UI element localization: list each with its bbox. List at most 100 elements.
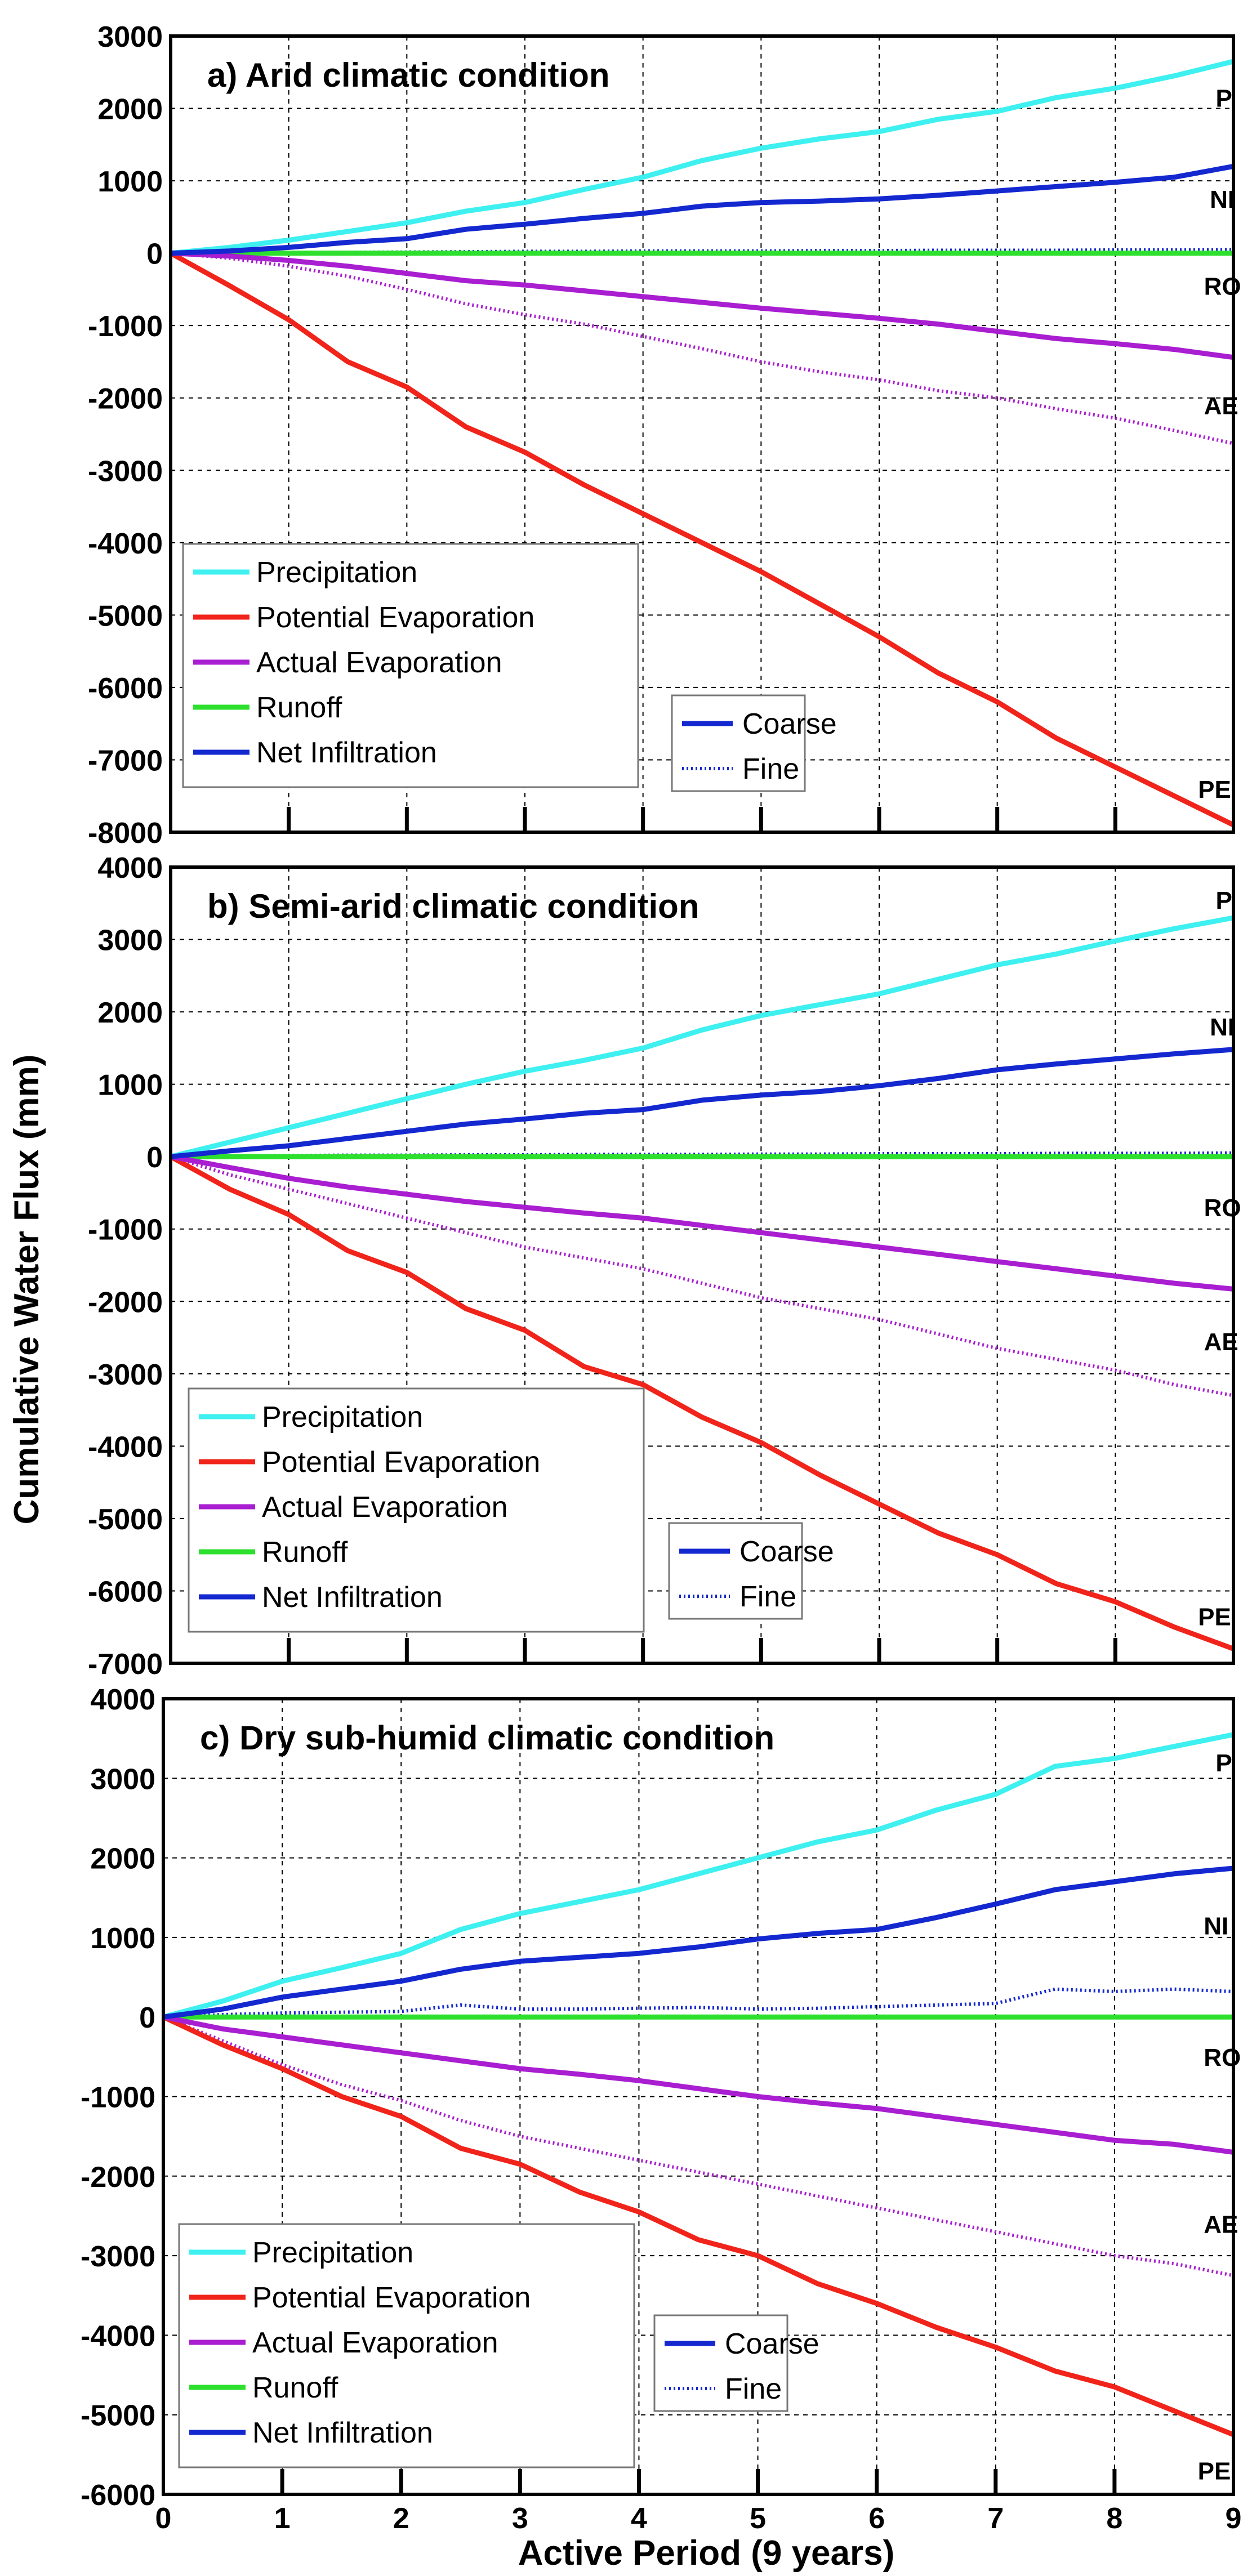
- legend-variables: Precipitation Potential Evaporation Actual…: [188, 1387, 645, 1633]
- y-tick-label: 1000: [90, 1922, 155, 1955]
- y-tick-label: 3000: [97, 925, 163, 957]
- y-tick-label: 3000: [97, 21, 163, 53]
- series-line-actual-evaporation-fine: [170, 1155, 1234, 1398]
- plot-frame: [162, 1697, 1235, 2496]
- y-tick-label: -5000: [88, 600, 163, 632]
- annotation-label: RO: [1204, 2044, 1241, 2071]
- annotation-label: AE: [1204, 2211, 1238, 2239]
- legend-variables: Precipitation Potential Evaporation Actual…: [178, 2223, 635, 2468]
- y-tick-label: -6000: [81, 2479, 155, 2512]
- annotation-label: P: [1216, 84, 1232, 112]
- legend-label: Runoff: [262, 1536, 348, 1569]
- series-line-net-infiltration-coarse: [170, 163, 1234, 256]
- legend-label: Actual Evaporation: [252, 2327, 498, 2359]
- y-tick-label: 1000: [97, 1069, 163, 1102]
- annotation-label: RO: [1204, 1194, 1241, 1222]
- series-line-net-infiltration-coarse: [170, 1047, 1234, 1159]
- series-line-precipitation-coarse: [170, 59, 1235, 256]
- y-tick-label: -5000: [81, 2400, 155, 2432]
- x-tick-label: 1: [274, 2502, 291, 2535]
- y-tick-label: -6000: [88, 1575, 163, 1608]
- y-tick-label: -2000: [88, 383, 163, 416]
- x-tick-label: 0: [155, 2502, 172, 2535]
- panel-title: a) Arid climatic condition: [207, 56, 610, 94]
- y-tick-label: 1000: [97, 166, 163, 198]
- x-axis-label: Active Period (9 years): [518, 2534, 895, 2573]
- y-tick-label: 0: [146, 1141, 163, 1174]
- legend-label: Coarse: [742, 708, 837, 740]
- legend-texture: Coarse Fine: [668, 1522, 834, 1620]
- annotation-label: AE: [1204, 392, 1238, 420]
- panel-2: 4000 3000 2000 1000 0 -1000 -2000 -3000 -4000 -50…: [88, 852, 1241, 1681]
- y-tick-label: -4000: [81, 2320, 155, 2352]
- annotation-label: PE: [1198, 776, 1231, 803]
- legend-label: Net Infiltration: [256, 736, 437, 769]
- y-tick-label: 2000: [97, 93, 163, 126]
- y-tick-label: -4000: [88, 1431, 163, 1463]
- x-tick-label: 7: [987, 2502, 1004, 2535]
- legend-label: Potential Evaporation: [252, 2282, 531, 2314]
- series-line-actual-evaporation-coarse: [170, 251, 1234, 360]
- x-tick-label: 6: [868, 2502, 885, 2535]
- y-tick-label: 4000: [90, 1684, 155, 1716]
- annotation-label: P: [1216, 887, 1232, 914]
- y-tick-label: 4000: [97, 852, 163, 885]
- y-tick-label: -1000: [88, 1214, 163, 1247]
- plot-frame: [169, 34, 1235, 834]
- legend-label: Runoff: [256, 691, 342, 724]
- panel-1: 3000 2000 1000 0 -1000 -2000 -3000 -4000 -5000 -6…: [88, 21, 1241, 850]
- series-line-potential-evaporation-coarse: [169, 251, 1235, 828]
- y-tick-label: 0: [139, 2002, 155, 2034]
- legend-label: Precipitation: [262, 1401, 423, 1434]
- plot-frame: [169, 865, 1235, 1665]
- x-tick-label: 9: [1226, 2502, 1242, 2535]
- annotation-label: RO: [1204, 273, 1241, 300]
- legend-texture: Coarse Fine: [653, 2314, 819, 2412]
- y-tick-label: 0: [146, 238, 163, 271]
- x-tick-label: 5: [750, 2502, 766, 2535]
- series-line-actual-evaporation-fine: [162, 2015, 1234, 2278]
- series-line-actual-evaporation-coarse: [163, 2014, 1234, 2155]
- panel-title: c) Dry sub-humid climatic condition: [200, 1719, 774, 1757]
- x-tick-label: 4: [631, 2502, 647, 2535]
- y-tick-label: -4000: [88, 528, 163, 560]
- x-tick-label: 2: [393, 2502, 409, 2535]
- legend-label: Precipitation: [252, 2236, 413, 2269]
- legend-label: Precipitation: [256, 556, 417, 589]
- x-tick-label: 8: [1106, 2502, 1122, 2535]
- legend-label: Runoff: [252, 2372, 338, 2404]
- series-line-actual-evaporation-coarse: [170, 1154, 1234, 1292]
- legend-label: Actual Evaporation: [256, 646, 502, 679]
- series-line-precipitation-coarse: [162, 1732, 1234, 2020]
- panel-title: b) Semi-arid climatic condition: [207, 887, 699, 925]
- y-tick-label: -1000: [88, 310, 163, 343]
- y-tick-label: -2000: [81, 2161, 155, 2194]
- annotation-label: PE: [1198, 2458, 1231, 2485]
- legend-label: Net Infiltration: [262, 1581, 443, 1614]
- annotation-label: AE: [1204, 1328, 1238, 1356]
- legend-label: Actual Evaporation: [262, 1491, 508, 1524]
- x-tick-label: 3: [512, 2502, 528, 2535]
- y-tick-label: 2000: [97, 997, 163, 1029]
- legend-label: Fine: [725, 2373, 782, 2405]
- legend-label: Potential Evaporation: [256, 601, 534, 634]
- annotation-label: NI: [1210, 186, 1235, 213]
- y-tick-label: -8000: [88, 817, 163, 850]
- y-tick-label: -2000: [88, 1286, 163, 1319]
- series-line-net-infiltration-coarse: [163, 1865, 1234, 2020]
- y-tick-label: -3000: [88, 1359, 163, 1391]
- y-tick-label: -7000: [88, 1648, 163, 1681]
- annotation-label: NI: [1210, 1014, 1235, 1041]
- annotation-label: NI: [1204, 1913, 1228, 1940]
- series-line-potential-evaporation-coarse: [169, 1154, 1235, 1651]
- legend-texture: Coarse Fine: [671, 694, 837, 792]
- y-tick-label: -3000: [88, 455, 163, 488]
- legend-label: Fine: [742, 753, 799, 785]
- panel-3: 4000 3000 2000 1000 0 -1000 -2000 -3000 -4000 -50…: [81, 1684, 1241, 2535]
- legend-label: Net Infiltration: [252, 2417, 433, 2449]
- annotation-label: PE: [1198, 1603, 1231, 1631]
- legend-variables: Precipitation Potential Evaporation Actual…: [182, 543, 639, 788]
- y-tick-label: -5000: [88, 1503, 163, 1536]
- legend-label: Coarse: [739, 1535, 834, 1568]
